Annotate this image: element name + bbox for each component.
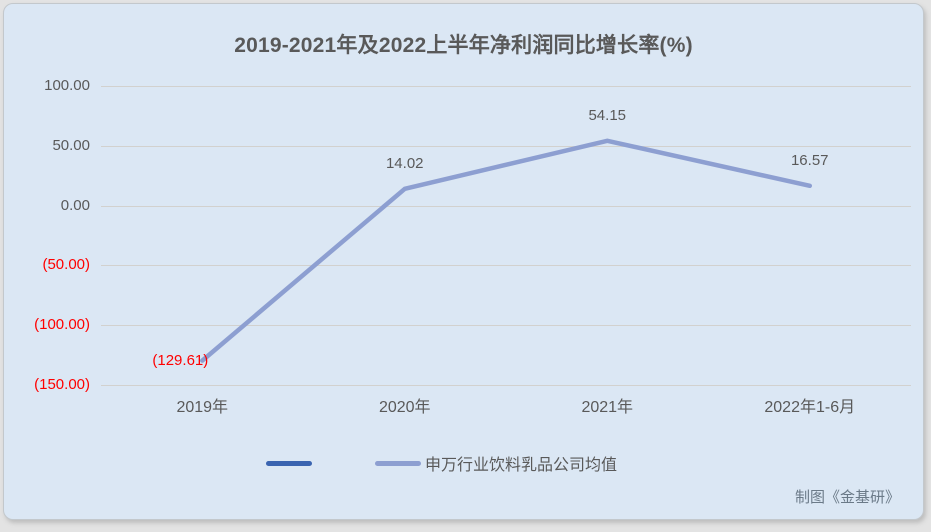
chart-title: 2019-2021年及2022上半年净利润同比增长率(%) [234,34,693,57]
gridline [101,385,911,386]
y-tick-label: 0.00 [60,196,90,214]
x-tick-label: 2020年 [378,399,431,416]
data-point-label: (129.61) [152,351,209,369]
gridline [101,145,911,147]
data-point-label: 16.57 [790,151,829,169]
credit-text: 制图《金基研》 [794,489,900,506]
y-tick-label: (100.00) [34,316,90,334]
chart-panel: 2019-2021年及2022上半年净利润同比增长率(%) 100.00 50.0… [3,3,924,520]
legend-line-light-icon [375,460,421,466]
x-tick-label: 2019年 [176,399,229,416]
y-tick-label: (50.00) [42,256,90,274]
gridline [101,205,911,207]
y-tick-label: 50.00 [52,136,90,154]
gridline [101,265,911,267]
legend-item-series-1 [266,453,316,473]
legend-line-dark-icon [266,460,312,466]
legend-label-series-2: 申万行业饮料乳品公司均值 [425,457,618,474]
legend-item-series-2: 申万行业饮料乳品公司均值 [375,453,618,474]
data-point-label: 54.15 [588,106,627,124]
y-tick-label: 100.00 [44,77,90,94]
gridline [101,86,911,87]
y-tick-label: (150.00) [34,376,90,393]
x-tick-label: 2022年1-6月 [764,399,856,416]
gridline [101,325,911,327]
series-line [200,138,813,363]
x-tick-label: 2021年 [581,399,634,416]
data-point-label: 14.02 [385,154,424,172]
